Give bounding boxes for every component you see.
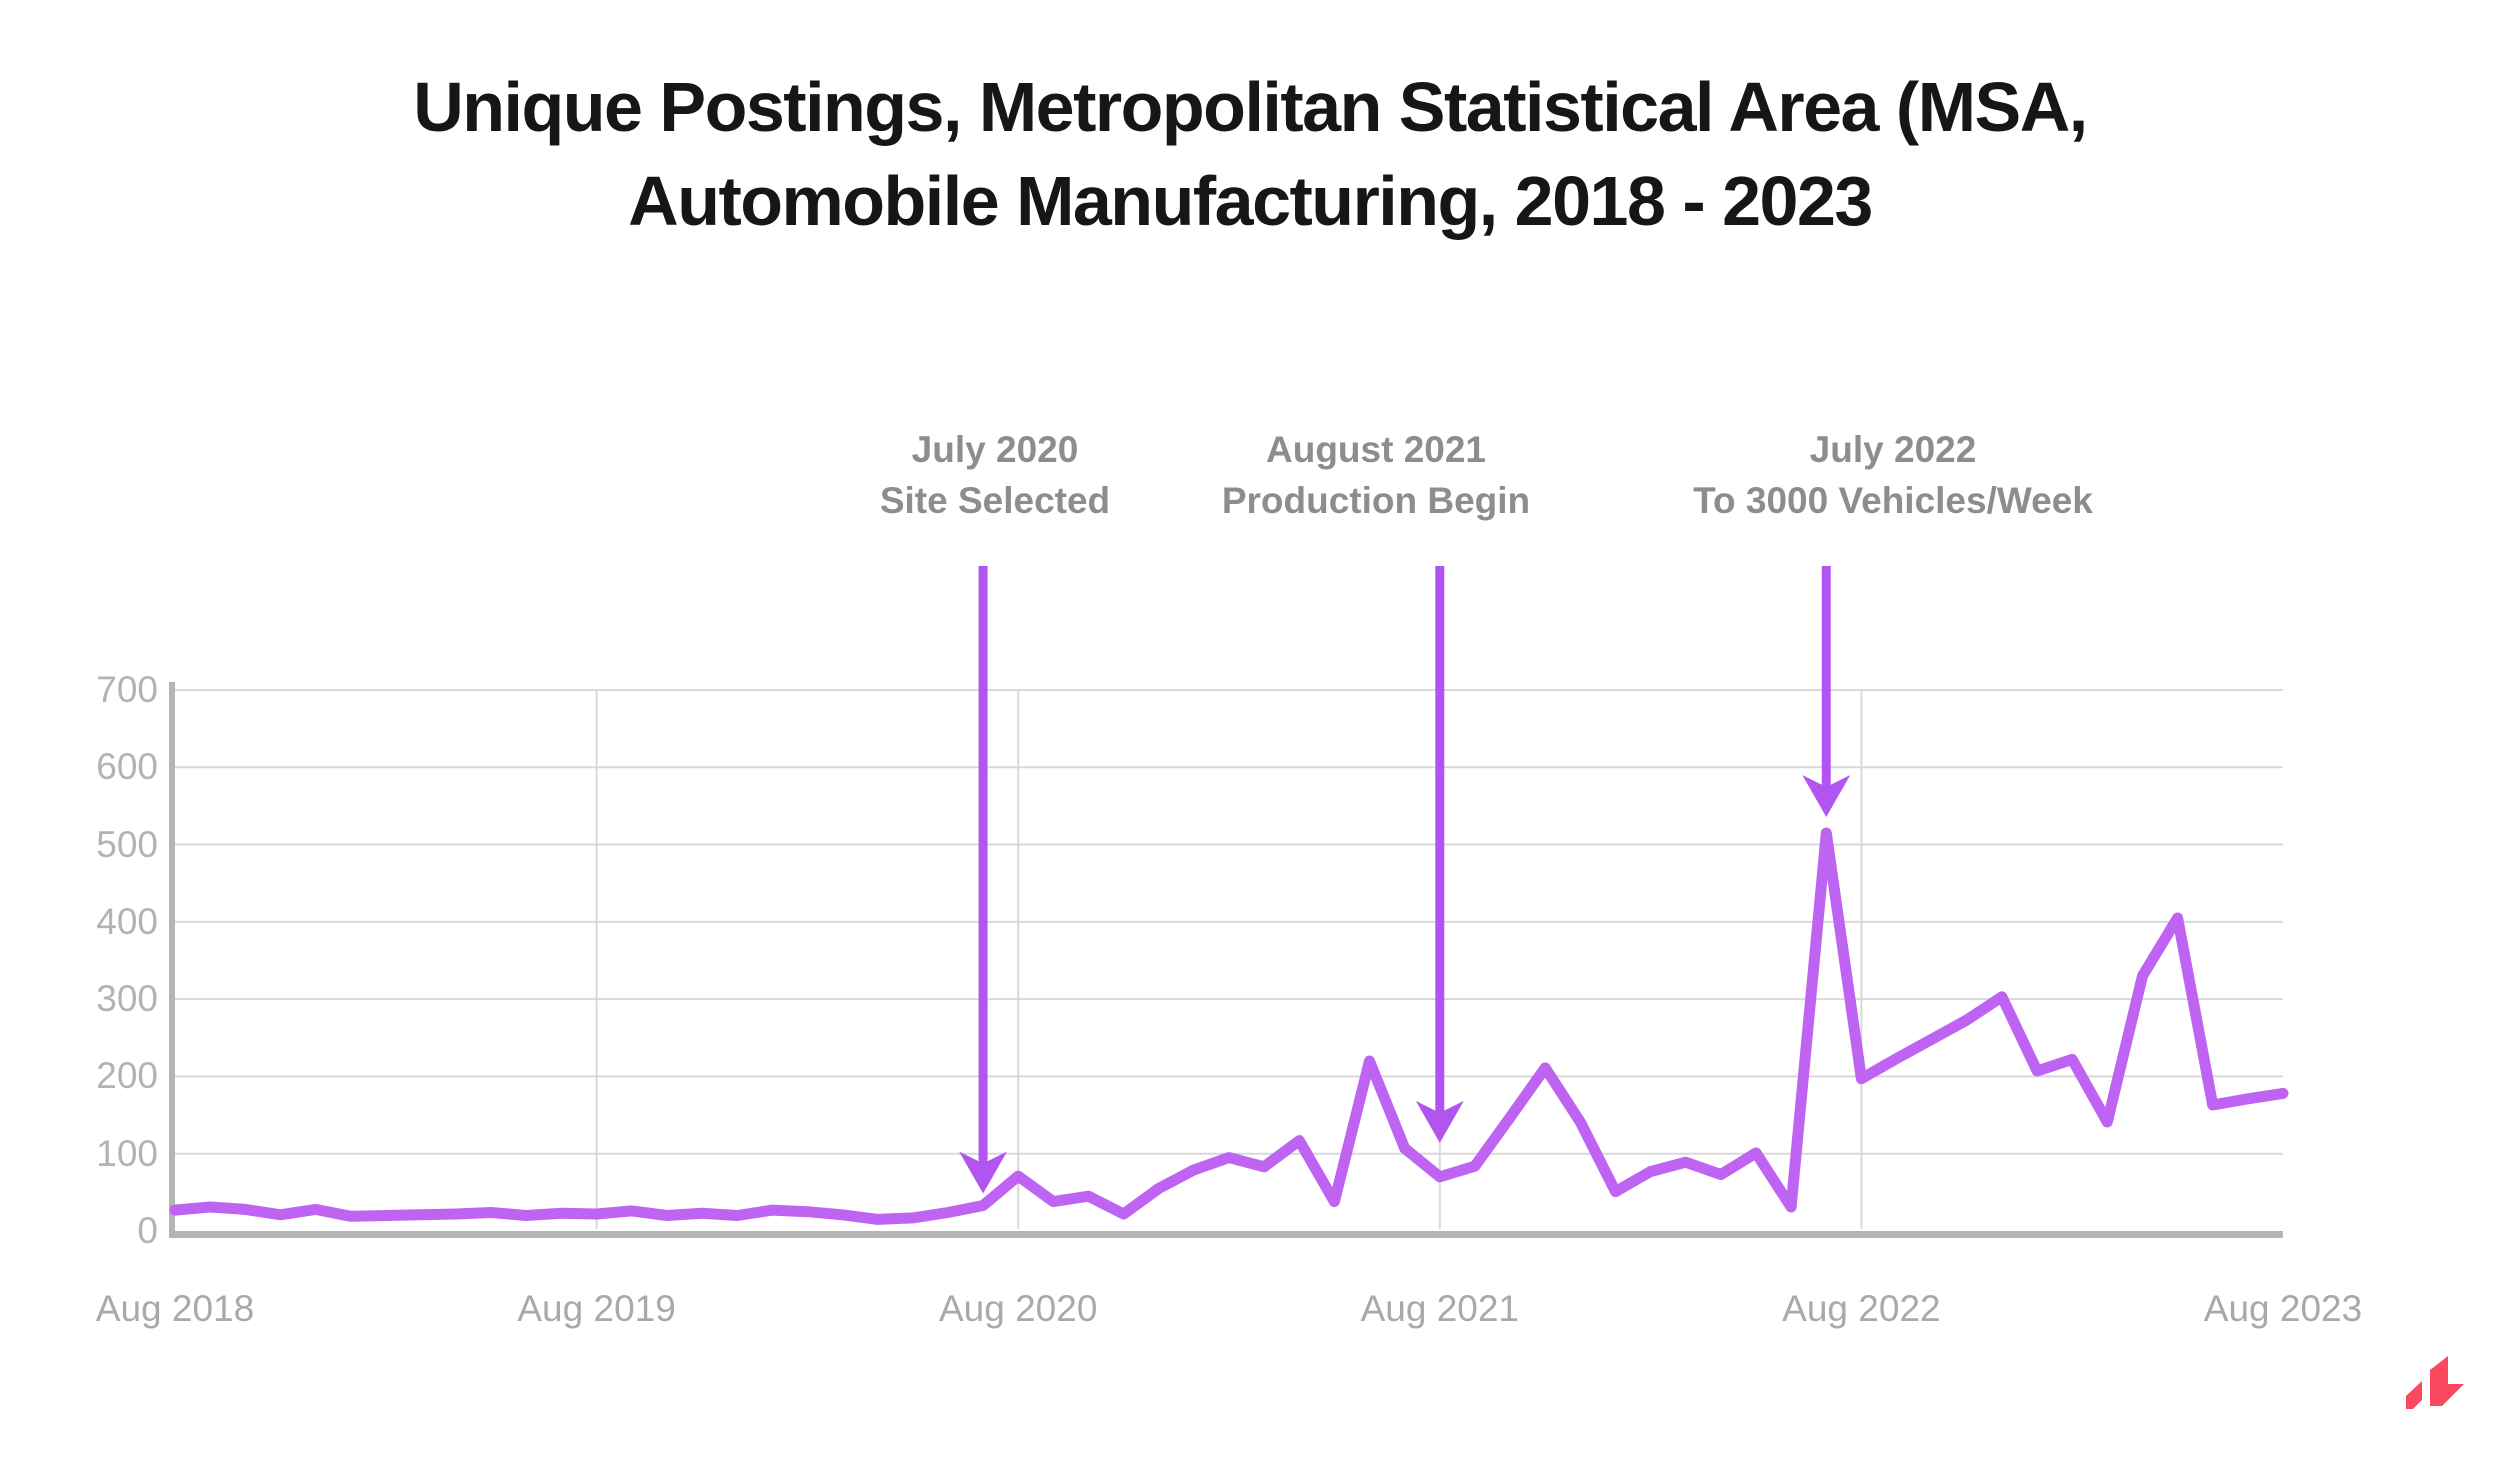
y-axis-label: 100 [96, 1132, 158, 1174]
x-axis-label: Aug 2022 [1782, 1288, 1941, 1329]
lightcast-logo-icon [2406, 1356, 2464, 1409]
x-axis-label: Aug 2021 [1360, 1288, 1520, 1329]
annotation-label: To 3000 Vehicles/Week [1693, 480, 2093, 521]
annotation-date: August 2021 [1265, 429, 1487, 470]
y-axis [169, 682, 175, 1238]
x-axis-label: Aug 2023 [2203, 1288, 2363, 1329]
y-axis-label: 500 [96, 823, 158, 865]
annotation-arrow-head [1415, 1100, 1464, 1143]
x-axis [169, 1231, 2283, 1238]
annotation-3000-vehicles: July 2022 To 3000 Vehicles/Week [1693, 424, 2093, 526]
annotation-label: Site Selected [879, 480, 1111, 521]
y-axis-label: 400 [96, 900, 158, 942]
y-axis-label: 0 [137, 1210, 158, 1251]
annotation-label: Production Begin [1221, 480, 1531, 521]
x-axis-label: Aug 2019 [517, 1288, 676, 1329]
chart-title-line2: Automobile Manufacturing, 2018 - 2023 [628, 162, 1873, 240]
x-axis-label: Aug 2018 [95, 1288, 255, 1329]
annotation-site-selected: July 2020 Site Selected [880, 424, 1110, 526]
y-axis-label: 700 [96, 668, 158, 710]
annotation-arrow-head [959, 1151, 1008, 1194]
logo-small-shape [2406, 1381, 2422, 1409]
annotation-arrow-head [1802, 774, 1851, 817]
y-axis-label: 600 [96, 746, 158, 788]
y-axis-label: 200 [96, 1055, 158, 1097]
x-axis-label: Aug 2020 [938, 1288, 1098, 1329]
logo-large-shape [2430, 1356, 2464, 1406]
chart-title: Unique Postings, Metropolitan Statistica… [0, 60, 2500, 248]
postings-line [169, 827, 2289, 1225]
annotation-date: July 2022 [1809, 429, 1977, 470]
annotation-date: July 2020 [911, 429, 1079, 470]
annotation-production-begin: August 2021 Production Begin [1222, 424, 1530, 526]
chart-title-line1: Unique Postings, Metropolitan Statistica… [413, 68, 2088, 146]
y-axis-label: 300 [96, 978, 158, 1020]
